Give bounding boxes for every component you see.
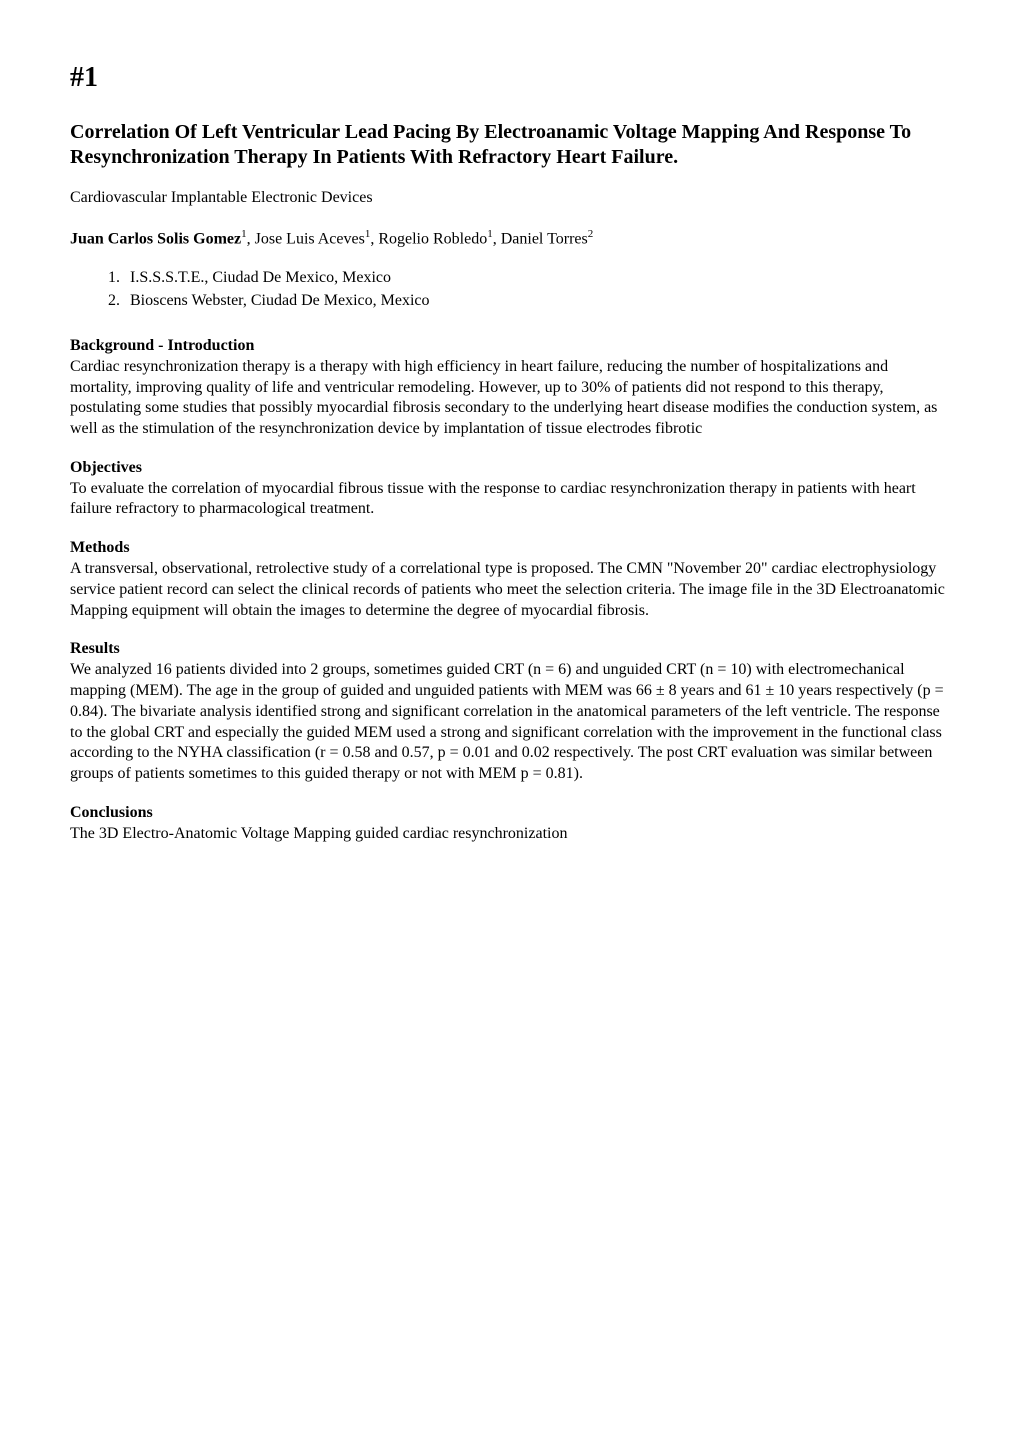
affiliation-number: 2.: [108, 291, 126, 312]
background-body: Cardiac resynchronization therapy is a t…: [70, 357, 950, 440]
authors-line: Juan Carlos Solis Gomez1, Jose Luis Acev…: [70, 227, 950, 250]
coauthor-name: Rogelio Robledo: [378, 231, 487, 248]
methods-body: A transversal, observational, retrolecti…: [70, 559, 950, 621]
results-heading: Results: [70, 639, 950, 660]
coauthor-name: Daniel Torres: [501, 231, 588, 248]
affiliation-item: 2. Bioscens Webster, Ciudad De Mexico, M…: [108, 291, 950, 312]
coauthor-affiliation: 1: [365, 228, 371, 240]
affiliation-number: 1.: [108, 268, 126, 289]
conclusions-heading: Conclusions: [70, 803, 950, 824]
coauthor-affiliation: 2: [588, 228, 594, 240]
first-author-affiliation: 1: [241, 228, 247, 240]
conclusions-body: The 3D Electro-Anatomic Voltage Mapping …: [70, 824, 950, 845]
objectives-heading: Objectives: [70, 458, 950, 479]
category-label: Cardiovascular Implantable Electronic De…: [70, 188, 950, 209]
results-body: We analyzed 16 patients divided into 2 g…: [70, 660, 950, 785]
methods-heading: Methods: [70, 538, 950, 559]
coauthor-affiliation: 1: [487, 228, 493, 240]
affiliations-list: 1. I.S.S.S.T.E., Ciudad De Mexico, Mexic…: [70, 268, 950, 312]
page-title: Correlation Of Left Ventricular Lead Pac…: [70, 120, 950, 170]
objectives-body: To evaluate the correlation of myocardia…: [70, 479, 950, 521]
first-author-name: Juan Carlos Solis Gomez: [70, 231, 241, 248]
abstract-number: #1: [70, 60, 950, 96]
coauthor-name: Jose Luis Aceves: [255, 231, 365, 248]
background-heading: Background - Introduction: [70, 336, 950, 357]
affiliation-text: Bioscens Webster, Ciudad De Mexico, Mexi…: [130, 292, 430, 309]
affiliation-item: 1. I.S.S.S.T.E., Ciudad De Mexico, Mexic…: [108, 268, 950, 289]
affiliation-text: I.S.S.S.T.E., Ciudad De Mexico, Mexico: [130, 269, 391, 286]
